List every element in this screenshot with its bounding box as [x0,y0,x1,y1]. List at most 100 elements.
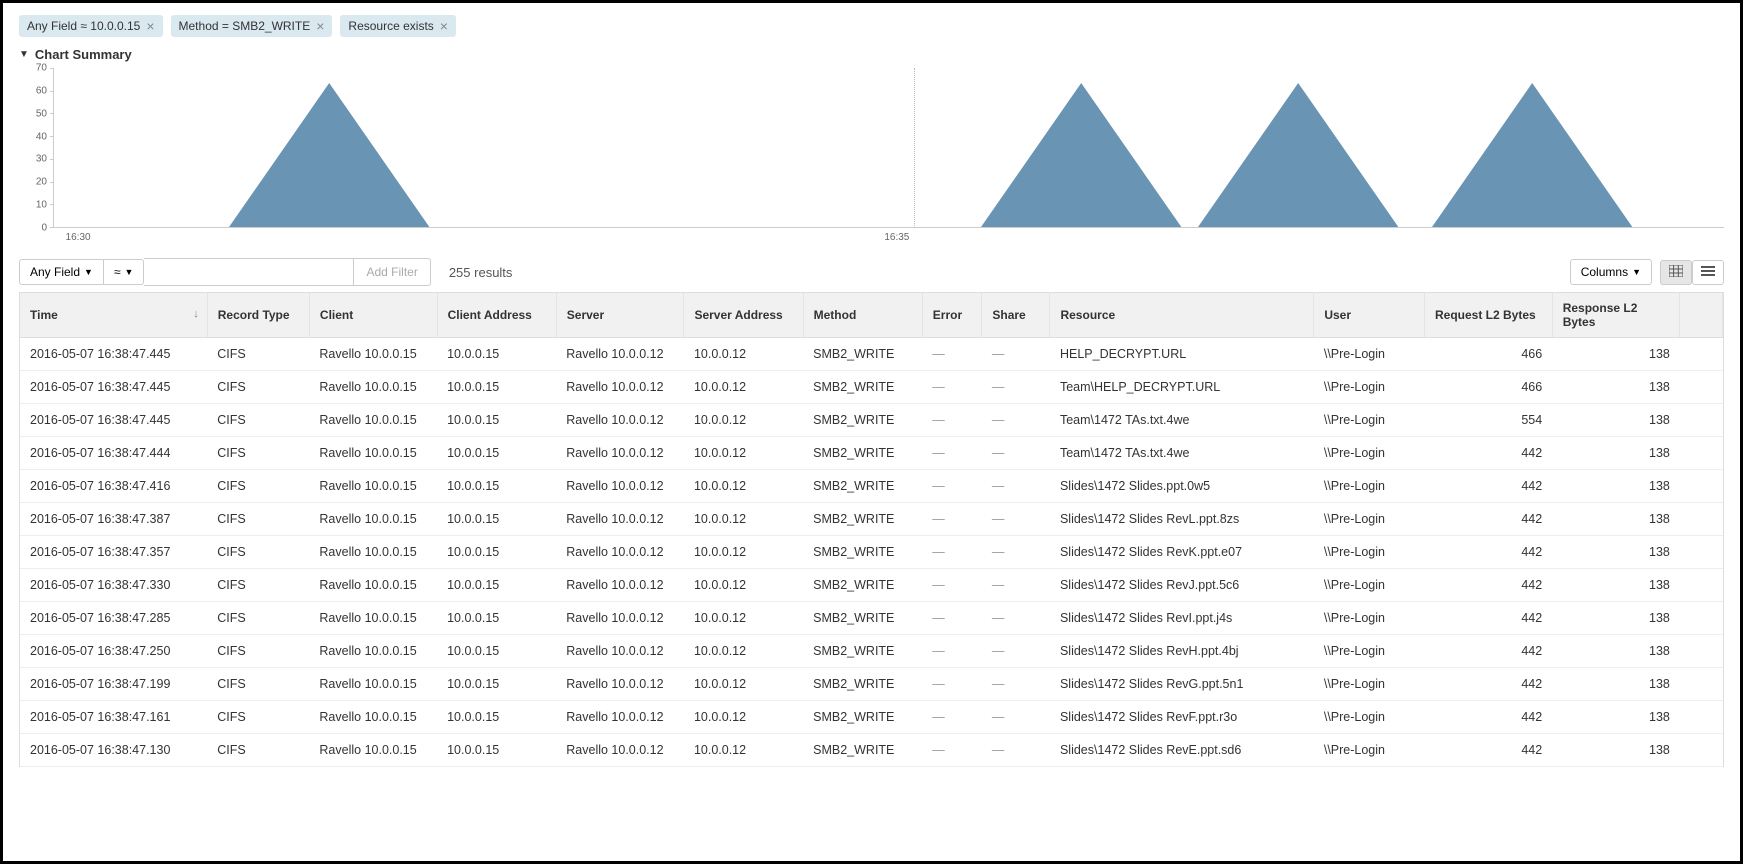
column-header-server[interactable]: Server [556,293,684,338]
column-header-spacer[interactable] [1680,293,1723,338]
y-tick-label: 70 [22,63,47,74]
cell-req_bytes: 442 [1425,437,1553,470]
column-header-server_addr[interactable]: Server Address [684,293,803,338]
cell-resp_bytes: 138 [1552,437,1680,470]
filter-tag[interactable]: Any Field ≈ 10.0.0.15× [19,15,163,37]
cell-req_bytes: 442 [1425,635,1553,668]
cell-method: SMB2_WRITE [803,734,922,767]
cell-error: — [922,536,982,569]
cell-time: 2016-05-07 16:38:47.357 [20,536,207,569]
cell-record_type: CIFS [207,536,309,569]
cell-share: — [982,536,1050,569]
cell-client_addr: 10.0.0.15 [437,503,556,536]
cell-user: \\Pre-Login [1314,668,1425,701]
table-row[interactable]: 2016-05-07 16:38:47.387CIFSRavello 10.0.… [20,503,1723,536]
column-header-user[interactable]: User [1314,293,1425,338]
filter-tags: Any Field ≈ 10.0.0.15× Method = SMB2_WRIT… [19,15,1724,37]
close-icon[interactable]: × [316,19,324,33]
sort-indicator-icon: ↓ [193,308,199,320]
cell-method: SMB2_WRITE [803,602,922,635]
cell-server_addr: 10.0.0.12 [684,701,803,734]
chart-plot[interactable] [53,68,1724,228]
cell-spacer [1680,437,1723,470]
table-row[interactable]: 2016-05-07 16:38:47.250CIFSRavello 10.0.… [20,635,1723,668]
cell-record_type: CIFS [207,338,309,371]
table-row[interactable]: 2016-05-07 16:38:47.161CIFSRavello 10.0.… [20,701,1723,734]
table-row[interactable]: 2016-05-07 16:38:47.416CIFSRavello 10.0.… [20,470,1723,503]
close-icon[interactable]: × [146,19,154,33]
table-row[interactable]: 2016-05-07 16:38:47.330CIFS Ravello 10.0.… [20,569,1723,602]
any-field-label: Any Field [30,265,80,279]
column-header-resource[interactable]: Resource [1050,293,1314,338]
table-row[interactable]: 2016-05-07 16:38:47.357CIFS Ravello 10.0.… [20,536,1723,569]
cell-spacer [1680,602,1723,635]
column-header-label: Record Type [218,308,290,322]
column-header-client[interactable]: Client [309,293,437,338]
cell-error: — [922,437,982,470]
column-header-share[interactable]: Share [982,293,1050,338]
cell-error: — [922,668,982,701]
column-header-record_type[interactable]: Record Type [207,293,309,338]
cell-time: 2016-05-07 16:38:47.161 [20,701,207,734]
cell-record_type: CIFS [207,635,309,668]
cell-server_addr: 10.0.0.12 [684,536,803,569]
cell-method: SMB2_WRITE [803,569,922,602]
cell-server: Ravello 10.0.0.12 [556,503,684,536]
cell-server: Ravello 10.0.0.12 [556,668,684,701]
column-header-label: Request L2 Bytes [1435,308,1536,322]
cell-spacer [1680,404,1723,437]
cell-client: Ravello 10.0.0.15 [309,602,437,635]
cell-user: \\Pre-Login [1314,569,1425,602]
cell-client_addr: 10.0.0.15 [437,668,556,701]
cell-time: 2016-05-07 16:38:47.330 [20,569,207,602]
cell-resp_bytes: 138 [1552,404,1680,437]
table-row[interactable]: 2016-05-07 16:38:47.285CIFSRavello 10.0.… [20,602,1723,635]
columns-dropdown[interactable]: Columns ▼ [1570,259,1652,285]
table-row[interactable]: 2016-05-07 16:38:47.444CIFSRavello 10.0.… [20,437,1723,470]
y-axis: 010203040506070 [19,68,51,228]
table-row[interactable]: 2016-05-07 16:38:47.130CIFSRavello 10.0.… [20,734,1723,767]
filter-tag[interactable]: Resource exists× [340,15,456,37]
column-header-label: Server Address [694,308,782,322]
cell-client: Ravello 10.0.0.15 [309,371,437,404]
operator-dropdown[interactable]: ≈ ▼ [104,259,145,285]
cell-user: \\Pre-Login [1314,536,1425,569]
column-header-resp_bytes[interactable]: Response L2 Bytes [1552,293,1680,338]
cell-resource: Slides\1472 Slides RevG.ppt.5n1 [1050,668,1314,701]
cell-resp_bytes: 138 [1552,470,1680,503]
cell-client: Ravello 10.0.0.15 [309,668,437,701]
add-filter-button[interactable]: Add Filter [354,258,430,286]
chart-peak [1198,83,1398,227]
any-field-dropdown[interactable]: Any Field ▼ [19,259,104,285]
filter-tag[interactable]: Method = SMB2_WRITE× [171,15,333,37]
list-view-button[interactable] [1692,260,1724,285]
cell-error: — [922,404,982,437]
cell-server: Ravello 10.0.0.12 [556,536,684,569]
cell-server: Ravello 10.0.0.12 [556,569,684,602]
table-row[interactable]: 2016-05-07 16:38:47.445CIFSRavello 10.0.… [20,371,1723,404]
column-header-method[interactable]: Method [803,293,922,338]
table-row[interactable]: 2016-05-07 16:38:47.445CIFSRavello 10.0.… [20,404,1723,437]
chart-summary-toggle[interactable]: ▼ Chart Summary [19,47,1724,62]
cell-server_addr: 10.0.0.12 [684,437,803,470]
cell-server_addr: 10.0.0.12 [684,404,803,437]
column-header-client_addr[interactable]: Client Address [437,293,556,338]
grid-view-button[interactable] [1660,260,1692,285]
column-header-error[interactable]: Error [922,293,982,338]
y-tick-label: 0 [22,223,47,234]
table-row[interactable]: 2016-05-07 16:38:47.445CIFSRavello 10.0.… [20,338,1723,371]
cell-method: SMB2_WRITE [803,338,922,371]
cell-resp_bytes: 138 [1552,503,1680,536]
table-row[interactable]: 2016-05-07 16:38:47.199CIFSRavello 10.0.… [20,668,1723,701]
cell-req_bytes: 442 [1425,734,1553,767]
cell-server: Ravello 10.0.0.12 [556,404,684,437]
filter-value-input[interactable] [144,258,354,286]
y-tick-label: 30 [22,154,47,165]
cell-resp_bytes: 138 [1552,635,1680,668]
caret-down-icon: ▼ [1632,267,1641,277]
y-tick-label: 50 [22,108,47,119]
cell-record_type: CIFS [207,569,309,602]
column-header-time[interactable]: Time↓ [20,293,207,338]
column-header-req_bytes[interactable]: Request L2 Bytes [1425,293,1553,338]
close-icon[interactable]: × [440,19,448,33]
